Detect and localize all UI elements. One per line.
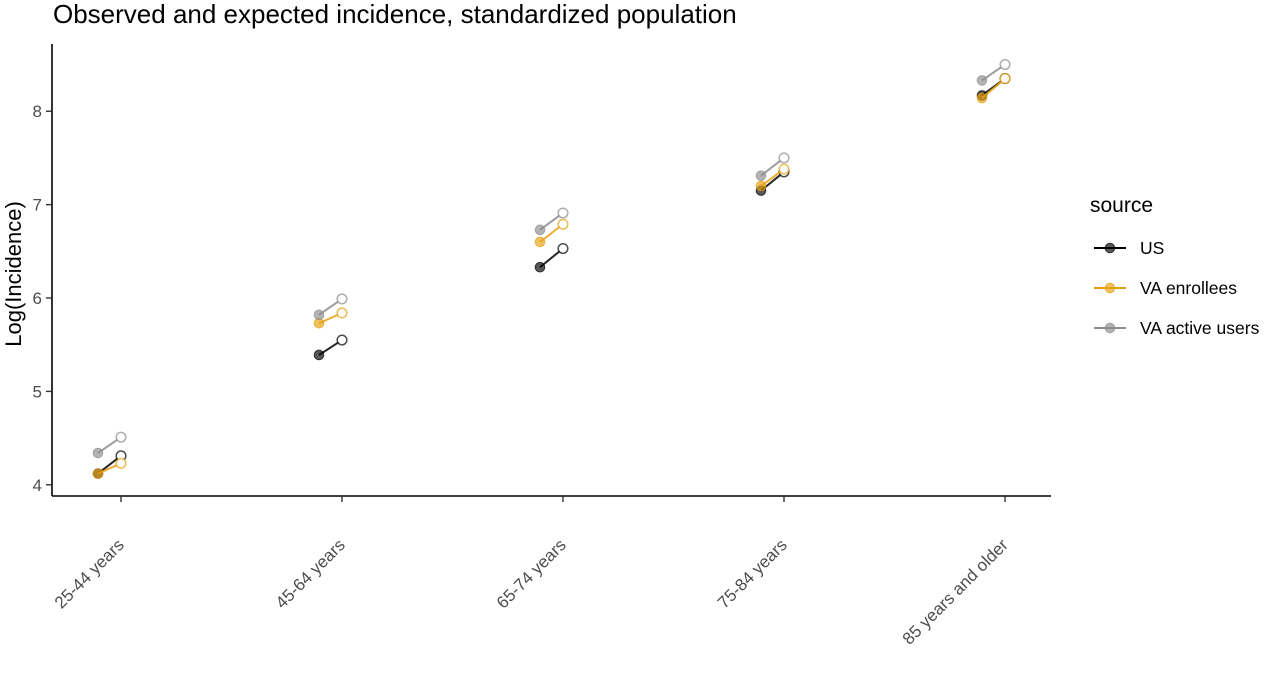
plot-area: 4 5 6 7 8 25-44 years 45-64 years 65-74 years 75… — [33, 44, 1051, 648]
legend-key-point — [1104, 322, 1116, 334]
observed-point — [92, 468, 104, 479]
observed-point — [534, 261, 546, 273]
y-tick-label: 6 — [33, 289, 42, 308]
legend-key-point — [1104, 282, 1116, 294]
observed-point — [976, 75, 988, 86]
expected-point — [336, 307, 348, 319]
y-tick-label: 4 — [33, 476, 42, 495]
expected-point — [115, 457, 127, 469]
x-tick-label: 45-64 years — [272, 535, 349, 612]
x-tick-label: 75-84 years — [714, 535, 791, 612]
legend-item-va-enrollees: VA enrollees — [1094, 278, 1237, 298]
observed-point — [755, 170, 767, 181]
expected-point — [557, 207, 569, 219]
observed-point — [92, 447, 104, 459]
expected-point — [336, 334, 348, 346]
legend-title: source — [1090, 194, 1153, 217]
legend: source US VA enrollees VA active users — [1090, 194, 1260, 338]
observed-point — [755, 180, 767, 192]
expected-point — [115, 431, 127, 443]
observed-point — [534, 224, 546, 236]
observed-point — [534, 236, 546, 248]
legend-item-us: US — [1094, 238, 1164, 258]
legend-key-point — [1104, 242, 1116, 254]
expected-point — [778, 152, 790, 164]
expected-point — [557, 242, 569, 255]
y-tick-label: 7 — [33, 196, 42, 215]
series-va-active-users — [92, 58, 1011, 459]
expected-point — [778, 163, 790, 175]
legend-item-va-active-users: VA active users — [1094, 318, 1260, 338]
chart-title: Observed and expected incidence, standar… — [53, 0, 737, 29]
x-tick-label: 85 years and older — [899, 535, 1012, 648]
observed-point — [976, 92, 988, 104]
y-axis-title: Log(Incidence) — [1, 201, 26, 347]
expected-point — [557, 218, 569, 230]
expected-point — [336, 293, 348, 305]
legend-label: VA active users — [1140, 318, 1260, 338]
legend-label: US — [1140, 238, 1164, 258]
y-tick-label: 5 — [33, 382, 42, 401]
observed-point — [313, 349, 325, 361]
series-us — [92, 73, 1011, 479]
series-va-enrollees — [92, 73, 1011, 479]
expected-point — [999, 73, 1011, 85]
observed-point — [313, 309, 325, 321]
x-tick-label: 25-44 years — [51, 535, 128, 612]
expected-point — [999, 58, 1011, 71]
legend-label: VA enrollees — [1140, 278, 1237, 298]
x-tick-label: 65-74 years — [493, 535, 570, 612]
y-tick-label: 8 — [33, 102, 42, 121]
